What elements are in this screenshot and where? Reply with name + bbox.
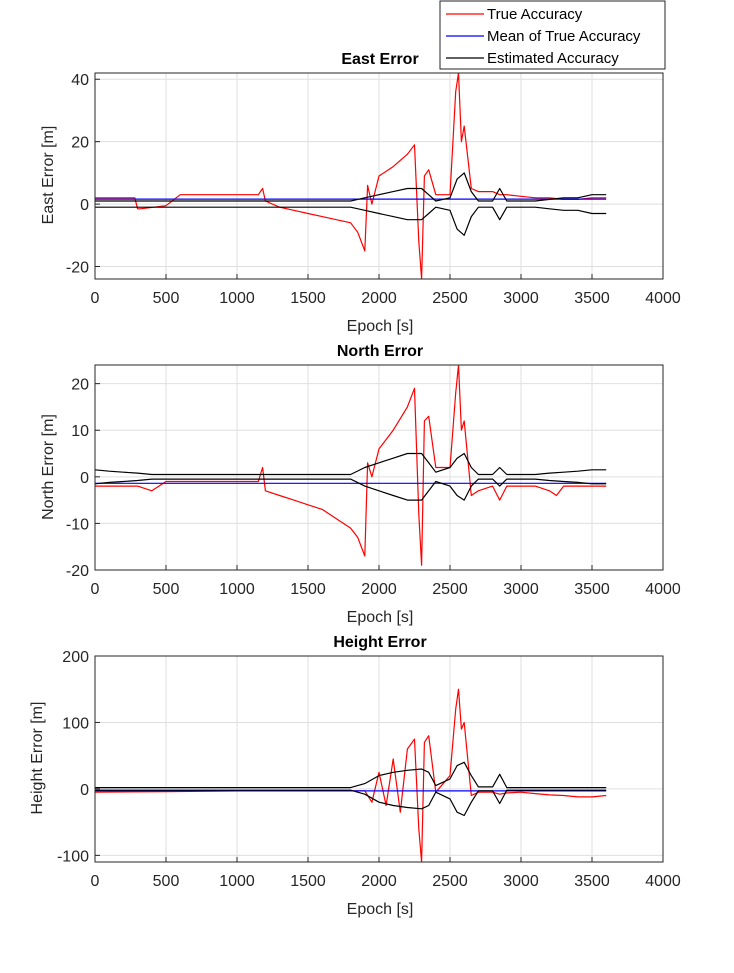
y-axis-label: Height Error [m] xyxy=(29,702,46,815)
y-tick-label: 10 xyxy=(71,423,89,440)
x-tick-label: 2000 xyxy=(361,581,397,598)
x-tick-label: 3500 xyxy=(574,290,610,307)
x-tick-label: 2500 xyxy=(432,290,468,307)
x-tick-label: 4000 xyxy=(645,290,681,307)
x-tick-label: 4000 xyxy=(645,873,681,890)
east-error-panel: East Error Epoch [s] East Error [m] 0 500… xyxy=(40,51,681,335)
x-tick-label: 3500 xyxy=(574,581,610,598)
x-axis-label: Epoch [s] xyxy=(347,901,414,918)
x-tick-label: 500 xyxy=(153,581,180,598)
x-tick-label: 500 xyxy=(153,873,180,890)
y-tick-label: 0 xyxy=(80,197,89,214)
x-tick-label: 4000 xyxy=(645,581,681,598)
x-tick-label: 3500 xyxy=(574,873,610,890)
series-estimated-accuracy-lower xyxy=(95,206,607,236)
chart-title: East Error xyxy=(341,51,418,68)
x-tick-label: 1000 xyxy=(219,290,255,307)
x-tick-label: 1500 xyxy=(290,873,326,890)
series-estimated-accuracy xyxy=(95,172,607,202)
series-estimated-accuracy-lower xyxy=(95,478,607,501)
x-tick-label: 1500 xyxy=(290,290,326,307)
x-tick-label: 2500 xyxy=(432,873,468,890)
y-tick-label: -100 xyxy=(57,848,89,865)
y-tick-label: 20 xyxy=(71,135,89,152)
x-tick-label: 0 xyxy=(91,873,100,890)
legend-label-estimated: Estimated Accuracy xyxy=(487,50,619,67)
series-estimated-accuracy xyxy=(95,761,607,789)
series-estimated-accuracy-lower xyxy=(95,789,607,817)
series-estimated-accuracy xyxy=(95,452,607,476)
y-axis-label: North Error [m] xyxy=(40,414,57,520)
x-axis-label: Epoch [s] xyxy=(347,318,414,335)
x-tick-label: 1000 xyxy=(219,581,255,598)
x-tick-label: 0 xyxy=(91,290,100,307)
x-tick-label: 2000 xyxy=(361,290,397,307)
series-true-accuracy xyxy=(95,73,607,279)
x-axis-label: Epoch [s] xyxy=(347,609,414,626)
x-tick-label: 3000 xyxy=(503,581,539,598)
series-true-accuracy xyxy=(95,365,607,566)
y-tick-label: 200 xyxy=(62,649,89,666)
x-tick-label: 2500 xyxy=(432,581,468,598)
chart-title: Height Error xyxy=(333,634,426,651)
y-tick-label: -10 xyxy=(66,516,89,533)
y-tick-label: 0 xyxy=(80,470,89,487)
north-error-panel: North Error Epoch [s] North Error [m] 0 5… xyxy=(40,343,681,626)
x-tick-label: 3000 xyxy=(503,873,539,890)
x-tick-label: 2000 xyxy=(361,873,397,890)
series-true-accuracy xyxy=(95,688,607,862)
legend-label-true-accuracy: True Accuracy xyxy=(487,6,583,23)
legend: True Accuracy Mean of True Accuracy Esti… xyxy=(439,0,666,70)
x-tick-label: 1000 xyxy=(219,873,255,890)
chart-title: North Error xyxy=(337,343,423,360)
x-tick-label: 3000 xyxy=(503,290,539,307)
y-tick-label: -20 xyxy=(66,563,89,580)
y-tick-label: 20 xyxy=(71,377,89,394)
x-tick-label: 1500 xyxy=(290,581,326,598)
y-tick-label: 0 xyxy=(80,782,89,799)
y-tick-label: -20 xyxy=(66,260,89,277)
y-tick-label: 40 xyxy=(71,72,89,89)
x-tick-label: 0 xyxy=(91,581,100,598)
y-tick-label: 100 xyxy=(62,715,89,732)
x-tick-label: 500 xyxy=(153,290,180,307)
height-error-panel: Height Error Epoch [s] Height Error [m] … xyxy=(29,634,681,918)
legend-label-mean: Mean of True Accuracy xyxy=(487,28,641,45)
y-axis-label: East Error [m] xyxy=(40,126,57,225)
